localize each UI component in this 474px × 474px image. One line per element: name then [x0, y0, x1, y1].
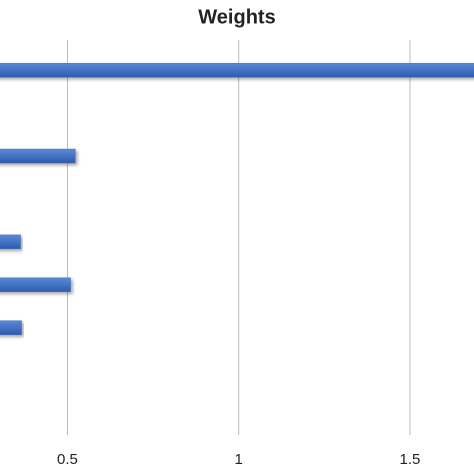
bar [0, 320, 22, 335]
x-tick-label: 1 [235, 451, 243, 468]
bar [0, 234, 21, 250]
chart-title: Weights [198, 6, 275, 28]
x-tick-label: 0.5 [57, 451, 78, 468]
bar [0, 148, 76, 164]
bar [0, 62, 474, 78]
x-tick-label: 1.5 [400, 451, 421, 468]
bar [0, 277, 71, 293]
